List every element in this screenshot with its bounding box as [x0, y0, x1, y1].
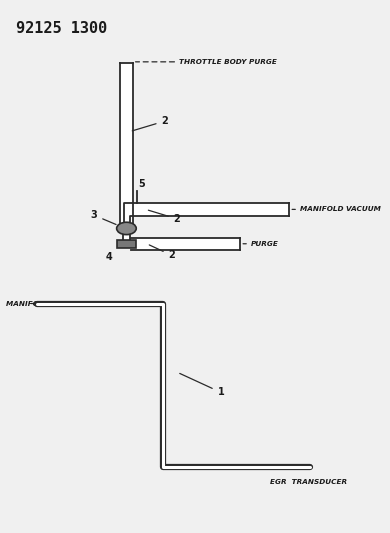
- Polygon shape: [124, 203, 289, 233]
- Text: 1: 1: [180, 374, 224, 398]
- Text: 2: 2: [148, 210, 181, 224]
- Text: 5: 5: [138, 179, 145, 189]
- Text: EGR  TRANSDUCER: EGR TRANSDUCER: [270, 479, 347, 485]
- Text: THROTTLE BODY PURGE: THROTTLE BODY PURGE: [179, 59, 277, 65]
- Ellipse shape: [117, 222, 136, 235]
- Text: 3: 3: [90, 210, 116, 224]
- Text: 4: 4: [106, 252, 112, 262]
- Bar: [117, 240, 136, 248]
- Text: 2: 2: [149, 245, 175, 261]
- Text: 92125 1300: 92125 1300: [16, 21, 107, 36]
- Text: MANIFOLD VACUUM: MANIFOLD VACUUM: [5, 301, 87, 306]
- Polygon shape: [131, 238, 240, 249]
- Text: 2: 2: [132, 116, 168, 131]
- Text: PURGE: PURGE: [251, 241, 279, 247]
- Text: MANIFOLD VACUUM: MANIFOLD VACUUM: [300, 206, 381, 212]
